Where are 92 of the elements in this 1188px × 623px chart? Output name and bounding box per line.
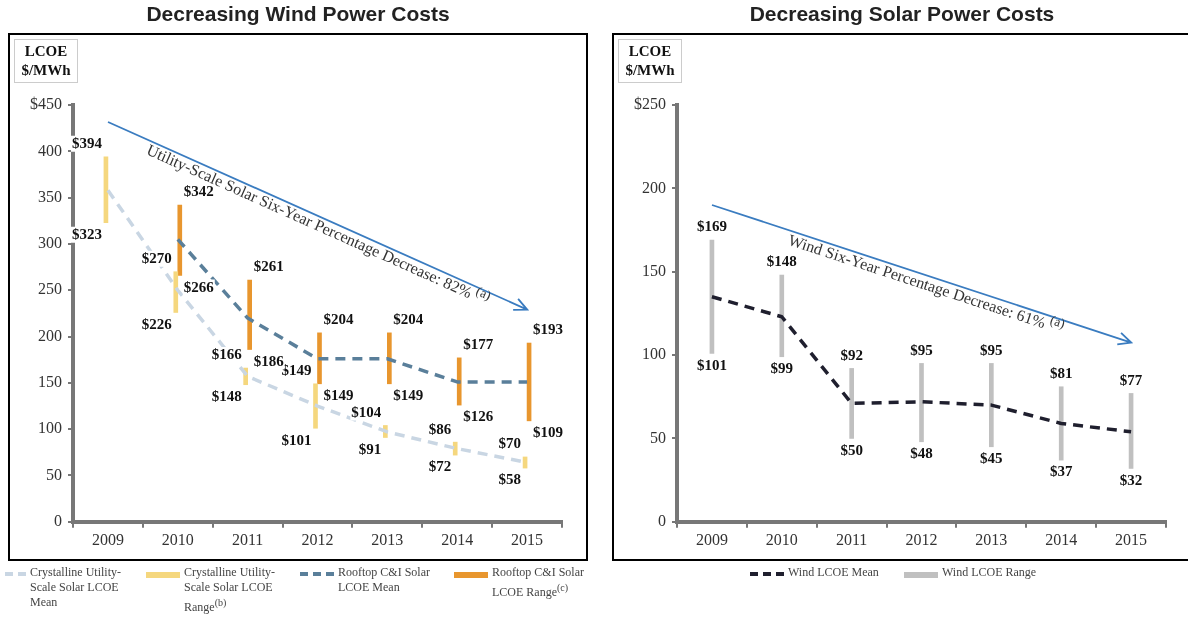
annotation: $323 <box>71 226 102 243</box>
annotation: $148 <box>766 253 797 270</box>
x-tick-label: 2009 <box>91 530 124 548</box>
y-axis-title: LCOE $/MWh <box>14 39 78 83</box>
bar <box>989 363 994 448</box>
annotation: $72 <box>428 458 452 475</box>
annotation: $204 <box>323 311 354 328</box>
y-tick-label: 100 <box>38 419 62 437</box>
x-tick-label: 2010 <box>765 530 798 548</box>
y-tick-label: 0 <box>54 512 62 529</box>
legend-label: Crystalline Utility-Scale Solar LCOE Range$^{(b)}$ <box>184 565 276 615</box>
legend-label: Rooftop C&I Solar LCOE Mean <box>338 565 431 595</box>
annotation: $70 <box>498 435 522 452</box>
legend-label: Crystalline Utility-Scale Solar LCOE Mean <box>30 565 122 610</box>
x-tick-label: 2012 <box>301 530 334 548</box>
annotation: $126 <box>463 408 494 425</box>
annotation: $149 <box>323 387 354 404</box>
x-tick-label: 2010 <box>161 530 194 548</box>
bar <box>387 332 392 385</box>
y-tick-label: 350 <box>38 187 62 205</box>
annotation: $48 <box>910 445 933 462</box>
annotation: $104 <box>351 403 382 420</box>
annotation: $226 <box>141 315 173 332</box>
annotation: $261 <box>253 258 284 275</box>
chart-title: Decreasing Solar Power Costs <box>748 2 1056 26</box>
bar <box>247 279 252 350</box>
bar <box>779 274 785 358</box>
x-tick-label: 2014 <box>441 530 474 548</box>
y-tick-label: 200 <box>38 326 62 344</box>
x-tick-label: 2013 <box>975 530 1008 548</box>
y-tick-label: 100 <box>642 345 666 363</box>
bar <box>1058 386 1064 461</box>
y-tick-label: 150 <box>38 373 62 391</box>
bar <box>317 332 322 385</box>
annotation: $109 <box>533 424 564 441</box>
y-tick-label: 250 <box>38 280 62 298</box>
x-tick-label: 2014 <box>1045 530 1078 548</box>
legend-label: Rooftop C&I Solar LCOE Range$^{(c)}$ <box>492 565 585 600</box>
x-tick-label: 2011 <box>231 530 264 548</box>
annotation: $95 <box>980 341 1003 358</box>
annotation: $91 <box>358 440 382 457</box>
x-tick-label: 2013 <box>371 530 404 548</box>
annotation: $92 <box>840 346 863 363</box>
bar <box>849 368 854 439</box>
annotation: $193 <box>533 321 564 338</box>
annotation: $95 <box>910 341 933 358</box>
bar <box>313 383 318 429</box>
annotation: $37 <box>1049 463 1073 480</box>
annotation: $99 <box>770 360 794 377</box>
annotation: $50 <box>840 441 863 458</box>
y-tick-label: 50 <box>46 465 62 483</box>
bar <box>456 357 462 406</box>
annotation: $166 <box>211 346 243 363</box>
annotation: $81 <box>1049 365 1073 382</box>
annotation: $204 <box>393 311 424 328</box>
x-tick-label: 2015 <box>1115 530 1148 548</box>
annotation: $32 <box>1119 471 1143 488</box>
y-tick-label: 400 <box>38 141 62 159</box>
y-tick-label: 300 <box>38 234 62 252</box>
y-tick-label: 0 <box>658 512 666 529</box>
x-tick-label: 2015 <box>511 530 544 548</box>
annotation: $342 <box>183 183 214 200</box>
bar <box>452 441 458 456</box>
annotation: $149 <box>393 387 424 404</box>
y-tick-label: 50 <box>650 428 666 446</box>
y-tick-label: 150 <box>642 261 666 279</box>
y-tick-label: $450 <box>30 95 62 113</box>
annotation: $270 <box>141 250 172 267</box>
annotation: $77 <box>1119 371 1143 388</box>
x-tick-label: 2011 <box>835 530 868 548</box>
annotation: $148 <box>211 388 242 405</box>
annotation: $186 <box>253 352 285 369</box>
bar <box>919 363 924 443</box>
annotation: $394 <box>71 135 103 152</box>
y-axis-title: LCOE $/MWh <box>618 39 682 83</box>
annotation: $101 <box>696 356 727 373</box>
annotation: $266 <box>183 278 215 295</box>
bar <box>173 271 179 313</box>
x-tick-label: 2012 <box>905 530 938 548</box>
legend-label: Wind LCOE Mean <box>788 565 880 580</box>
annotation: $58 <box>498 471 522 488</box>
annotation: $101 <box>281 431 312 448</box>
annotation: $86 <box>428 420 452 437</box>
x-tick-label: 2009 <box>695 530 728 548</box>
bar <box>177 204 183 276</box>
y-tick-label: $250 <box>634 95 666 113</box>
y-tick-label: 200 <box>642 178 666 196</box>
legend-label: Wind LCOE Range <box>942 565 1038 580</box>
annotation: $169 <box>696 218 727 235</box>
annotation: $45 <box>980 450 1003 467</box>
chart-title: Decreasing Wind Power Costs <box>145 2 451 26</box>
annotation: $177 <box>463 336 494 353</box>
